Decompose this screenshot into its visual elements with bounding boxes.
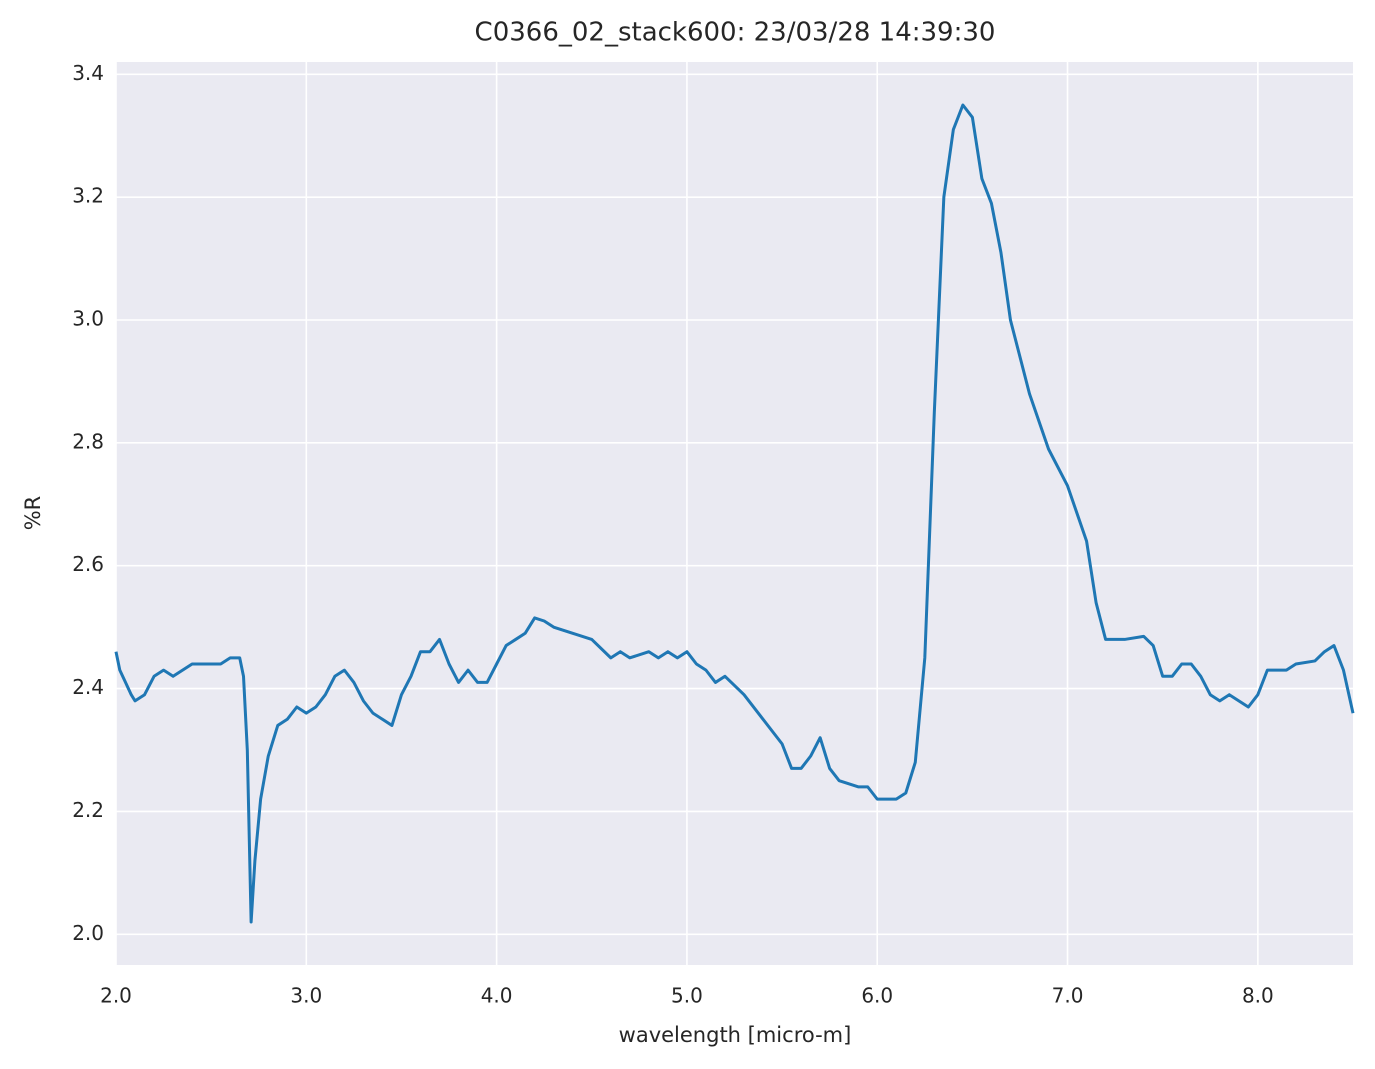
y-tick-label: 2.8 [72,429,104,453]
x-tick-label: 4.0 [481,984,513,1008]
chart-title: C0366_02_stack600: 23/03/28 14:39:30 [475,18,996,48]
x-tick-label: 6.0 [861,984,893,1008]
y-tick-label: 3.2 [72,184,104,208]
y-tick-label: 2.2 [72,798,104,822]
y-tick-label: 3.4 [72,61,104,85]
y-tick-label: 2.0 [72,921,104,945]
x-tick-label: 5.0 [671,984,703,1008]
y-tick-label: 3.0 [72,307,104,331]
y-tick-label: 2.4 [72,675,104,699]
y-axis-label: %R [21,496,45,531]
x-tick-label: 7.0 [1052,984,1084,1008]
x-tick-label: 2.0 [100,984,132,1008]
x-tick-label: 8.0 [1242,984,1274,1008]
y-tick-label: 2.6 [72,552,104,576]
x-tick-label: 3.0 [290,984,322,1008]
plot-area [116,62,1353,965]
data-line [114,103,1355,924]
x-axis-label: wavelength [micro-m] [619,1023,852,1047]
